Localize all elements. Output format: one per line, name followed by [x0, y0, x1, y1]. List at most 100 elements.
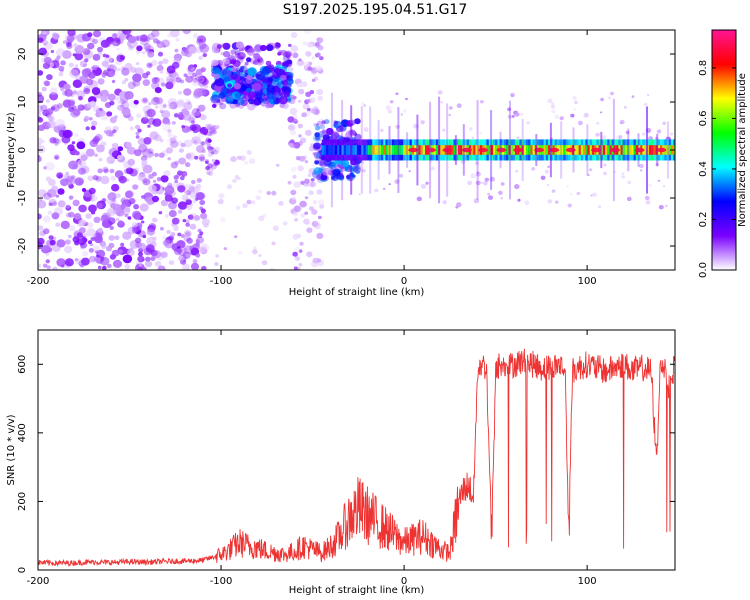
spectrogram-cell [312, 200, 317, 205]
spectrogram-cell [600, 97, 604, 102]
spectrogram-cell [46, 108, 54, 115]
spectrogram-cell [138, 263, 143, 267]
spectrogram-cell [289, 107, 298, 115]
spectrogram-cell [109, 168, 115, 174]
spectrogram-cell [521, 118, 524, 181]
spectrogram-cell [228, 54, 236, 61]
spectrogram-cell [442, 200, 447, 205]
spectrogram-cell [199, 38, 204, 42]
spectrogram-cell [174, 179, 179, 184]
spectrogram-cell [56, 258, 66, 267]
spectrogram-cell [665, 204, 668, 208]
spectrogram-cell [314, 160, 319, 165]
spectrogram-cell [201, 149, 206, 154]
spectrogram-cell [215, 125, 220, 129]
spectrogram-cell [602, 145, 606, 155]
spectrogram-cell [298, 263, 303, 267]
spectrogram-cell [177, 232, 182, 237]
spectrogram-cell [98, 157, 103, 162]
spectrogram-cell [577, 120, 583, 126]
spectrogram-cell [43, 192, 52, 200]
spectrogram-cell [62, 50, 72, 59]
spectrogram-cell [317, 259, 321, 263]
spectrogram-cell [109, 100, 115, 106]
spectrogram-cell [122, 254, 133, 264]
spectrogram-cell [341, 145, 345, 155]
spectrogram-cell [223, 76, 231, 83]
spectrogram-cell [453, 145, 457, 155]
spectrogram-cell [99, 256, 110, 266]
spectrogram-cell [655, 136, 659, 140]
spectrogram-cell [574, 100, 578, 105]
spectrogram-cell [290, 32, 298, 39]
spectrogram-cell [308, 190, 314, 196]
spectrogram-cell [454, 135, 457, 165]
spectrogram-cell [605, 145, 608, 155]
spectrogram-cell [127, 216, 132, 220]
spectrogram-cell [96, 249, 106, 258]
spectrogram-cell [151, 60, 158, 66]
spectrogram-cell [55, 194, 60, 198]
spectrogram-cell [187, 214, 194, 220]
spectrogram-cell [315, 52, 321, 57]
spectrogram-cell [239, 70, 249, 79]
spectrogram-cell [205, 165, 211, 171]
spectrogram-cell [105, 129, 114, 137]
spectrogram-cell [669, 132, 674, 136]
spectrogram-cell [107, 93, 116, 102]
spectrogram-cell [100, 95, 108, 102]
spectrogram-cell [195, 197, 199, 201]
spectrogram-cell [237, 52, 246, 60]
spectrogram-cell [602, 135, 607, 140]
spectrogram-cell [572, 96, 577, 101]
spectrogram-cell [456, 103, 462, 108]
spectrogram-cell [50, 49, 55, 54]
spectrogram-cell [143, 43, 151, 50]
spectrogram-cell [162, 44, 167, 48]
spectrogram-cell [430, 166, 435, 171]
spectrogram-cell [300, 213, 306, 218]
spectrogram-cell [287, 180, 292, 185]
spectrogram-cell [596, 121, 600, 125]
spectrogram-cell [212, 66, 221, 74]
spectrogram-cell [190, 67, 195, 71]
spectrogram-cell [138, 251, 143, 257]
spectrogram-cell [487, 195, 494, 201]
spectrogram-cell [470, 173, 476, 179]
spectrogram-cell [313, 167, 322, 175]
spectrogram-cell [343, 145, 347, 155]
spectrogram-cell [508, 145, 511, 155]
spectrogram-cell [111, 249, 120, 257]
spectrogram-cell [161, 82, 166, 87]
spectrogram-cell [185, 162, 191, 168]
spectrogram-cell [88, 72, 96, 79]
spectrogram-cell [638, 163, 644, 169]
spectrogram-cell [210, 164, 217, 170]
spectrogram-cell [622, 145, 626, 155]
spectrogram-cell [198, 154, 206, 161]
spectrogram-cell [147, 124, 151, 128]
spectrogram-cell [158, 152, 165, 158]
spectrogram-cell [350, 105, 353, 195]
spectrogram-cell [67, 30, 76, 37]
spectrogram-cell [297, 123, 303, 129]
spectrogram-cell [181, 125, 186, 129]
spectrogram-cell [177, 209, 183, 214]
spectrogram-cell [467, 180, 473, 186]
spectrogram-cell [131, 222, 138, 228]
spectrogram-cell [479, 131, 483, 135]
spectrogram-cell [216, 44, 222, 49]
top-y-tick-label: 10 [17, 96, 28, 109]
spectrogram-cell [124, 264, 131, 270]
spectrogram-cell [182, 30, 191, 35]
spectrogram-cell [84, 58, 89, 63]
spectrogram-cell [238, 71, 246, 78]
spectrogram-cell [73, 213, 82, 220]
spectrogram-cell [587, 174, 590, 177]
spectrogram-cell [517, 198, 521, 202]
spectrogram-cell [78, 96, 83, 101]
spectrogram-cell [223, 247, 227, 251]
spectrogram-cell [140, 155, 148, 162]
spectrogram-cell [381, 145, 384, 155]
spectrogram-cell [317, 121, 322, 126]
